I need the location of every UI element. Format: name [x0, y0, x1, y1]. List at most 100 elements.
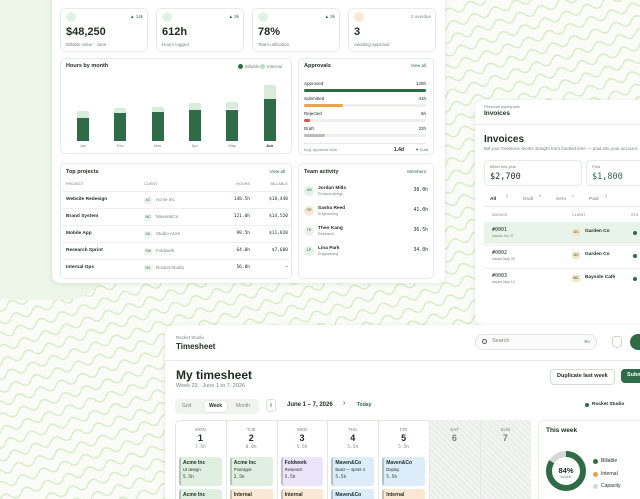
divider: [475, 124, 640, 125]
time-entry[interactable]: [331, 489, 375, 499]
stat-badge: ▲ 3k: [228, 14, 239, 19]
approval-hours: 6h: [420, 111, 426, 116]
entry-task: Deploy: [386, 468, 400, 472]
prev-button[interactable]: ‹: [266, 399, 277, 412]
time-entry[interactable]: [179, 489, 222, 499]
invoice-number: #0003: [492, 273, 508, 279]
time-entry[interactable]: [229, 457, 273, 486]
bell-icon[interactable]: [612, 336, 622, 348]
view-tab[interactable]: Grid: [182, 403, 192, 409]
stat-label: Team utilization: [258, 42, 290, 47]
entry-hours: 2.5h: [233, 475, 245, 480]
today-button[interactable]: Today: [357, 402, 372, 408]
project-name: Mobile App: [66, 231, 92, 236]
tab-count: 0: [539, 194, 541, 198]
tab[interactable]: All: [490, 197, 497, 202]
x-tick-label: Feb: [116, 143, 124, 148]
time-entry[interactable]: [382, 457, 425, 486]
legend-label: Billable: [601, 458, 618, 464]
stat-value: $1,800: [592, 172, 623, 182]
member-hours: 36.5h: [413, 228, 428, 233]
entry-task: UI design: [183, 468, 201, 472]
approval-name: Rejected: [304, 111, 322, 116]
entry-task: Prototype: [233, 468, 252, 472]
tab[interactable]: Draft: [523, 197, 534, 202]
legend-swatch: [238, 64, 243, 69]
shortcut: ⌘K: [584, 339, 591, 344]
day-column: [378, 420, 429, 499]
day-date: 6: [451, 433, 457, 443]
submit-button[interactable]: Submit: [621, 369, 640, 383]
x-tick-label: May: [228, 143, 236, 148]
row-divider: [62, 191, 290, 192]
invoices-card: [475, 100, 640, 325]
status-dot: [633, 277, 637, 281]
view-tab[interactable]: Week: [204, 401, 227, 412]
time-entry[interactable]: [280, 457, 324, 486]
search-placeholder: Search: [492, 338, 510, 344]
time-entry[interactable]: [229, 489, 273, 499]
bar: [188, 103, 201, 111]
row-divider: [62, 242, 290, 243]
link[interactable]: View all: [410, 63, 426, 68]
team-filter[interactable]: Rocket Studio: [592, 401, 625, 407]
search-icon: [482, 339, 487, 344]
stat-value: 612h: [162, 26, 188, 38]
stat-icon: [66, 12, 76, 22]
x-tick-label: Mar: [154, 143, 162, 148]
entry-client: Maven&Co: [335, 460, 362, 466]
client-initials: AC: [144, 197, 152, 204]
day-name: TUE: [246, 427, 256, 432]
avatar-button[interactable]: [630, 334, 640, 350]
tab[interactable]: Sent: [556, 197, 566, 202]
time-entry[interactable]: [179, 457, 222, 486]
member-role: Product design: [318, 192, 344, 196]
entry-task: Research: [284, 468, 303, 472]
search-box[interactable]: [475, 334, 597, 350]
x-tick-label: Apr: [191, 143, 198, 148]
client-initials: BC: [572, 275, 580, 282]
column-header: INVOICE: [492, 213, 508, 217]
legend-label: Capacity: [601, 483, 621, 489]
time-entry[interactable]: [280, 489, 324, 499]
approval-bar: [304, 104, 344, 107]
day-column: [327, 420, 378, 499]
invoice-row[interactable]: [484, 245, 640, 267]
subheading: Week 23 · June 1 to 7, 2026: [176, 383, 245, 389]
day-date: 4: [350, 433, 356, 443]
avatar: TK: [304, 226, 314, 236]
member-hours: 41.0h: [413, 208, 428, 213]
day-date: 3: [299, 433, 305, 443]
view-tab[interactable]: Month: [236, 403, 250, 409]
chart-title: Hours by month: [66, 63, 109, 69]
donut: [546, 451, 586, 491]
avatar: JM: [304, 186, 314, 196]
day-column: [479, 420, 531, 499]
tab[interactable]: Paid: [589, 197, 599, 202]
link[interactable]: Members: [407, 169, 426, 174]
approval-name: Draft: [304, 126, 314, 131]
time-entry[interactable]: [331, 457, 375, 486]
approvals-panel: [298, 58, 434, 155]
time-entry[interactable]: [382, 489, 425, 499]
row-divider: [62, 225, 290, 226]
column-header: STA: [631, 213, 639, 217]
bar: [263, 98, 276, 141]
duplicate-button[interactable]: Duplicate last week: [550, 369, 615, 385]
team-panel: [298, 163, 434, 279]
next-button[interactable]: ›: [343, 400, 346, 407]
avatar: LP: [304, 246, 314, 256]
day-name: FRI: [399, 427, 408, 432]
legend-label: Internal: [267, 63, 283, 69]
legend-label: Billable: [245, 63, 260, 69]
approval-name: Approved: [304, 81, 324, 86]
project-name: Internal Ops: [66, 265, 94, 270]
approval-bar: [304, 89, 426, 92]
entry-client: Internal: [284, 492, 303, 498]
projects-panel: [60, 163, 292, 279]
entry-task: Build — sprint 4: [335, 468, 365, 472]
invoice-row[interactable]: [484, 222, 640, 244]
invoice-row[interactable]: [484, 268, 640, 290]
link[interactable]: View all: [269, 169, 285, 174]
